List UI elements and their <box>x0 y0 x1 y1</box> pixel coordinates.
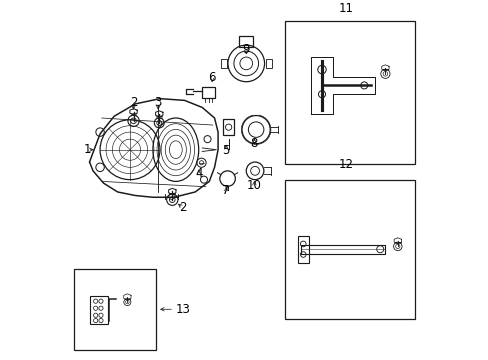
Bar <box>221 59 226 68</box>
Text: 4: 4 <box>195 167 202 180</box>
Bar <box>285 180 414 319</box>
Text: 13: 13 <box>176 303 190 316</box>
Bar <box>74 270 156 351</box>
Text: 2: 2 <box>179 201 186 214</box>
Text: 12: 12 <box>339 158 353 171</box>
Text: 3: 3 <box>154 96 162 109</box>
Text: 5: 5 <box>222 144 229 157</box>
Bar <box>202 87 215 98</box>
Text: 2: 2 <box>129 96 137 109</box>
Bar <box>285 21 414 164</box>
Bar <box>239 36 253 47</box>
Text: 10: 10 <box>246 179 261 192</box>
Text: 11: 11 <box>339 3 353 15</box>
Text: 1: 1 <box>84 143 91 156</box>
Bar <box>265 59 271 68</box>
Text: 7: 7 <box>222 184 229 197</box>
Bar <box>297 236 308 262</box>
Bar <box>90 296 108 324</box>
Text: 8: 8 <box>250 137 258 150</box>
Text: 9: 9 <box>242 43 249 56</box>
Text: 6: 6 <box>208 71 215 84</box>
Bar <box>223 120 234 135</box>
